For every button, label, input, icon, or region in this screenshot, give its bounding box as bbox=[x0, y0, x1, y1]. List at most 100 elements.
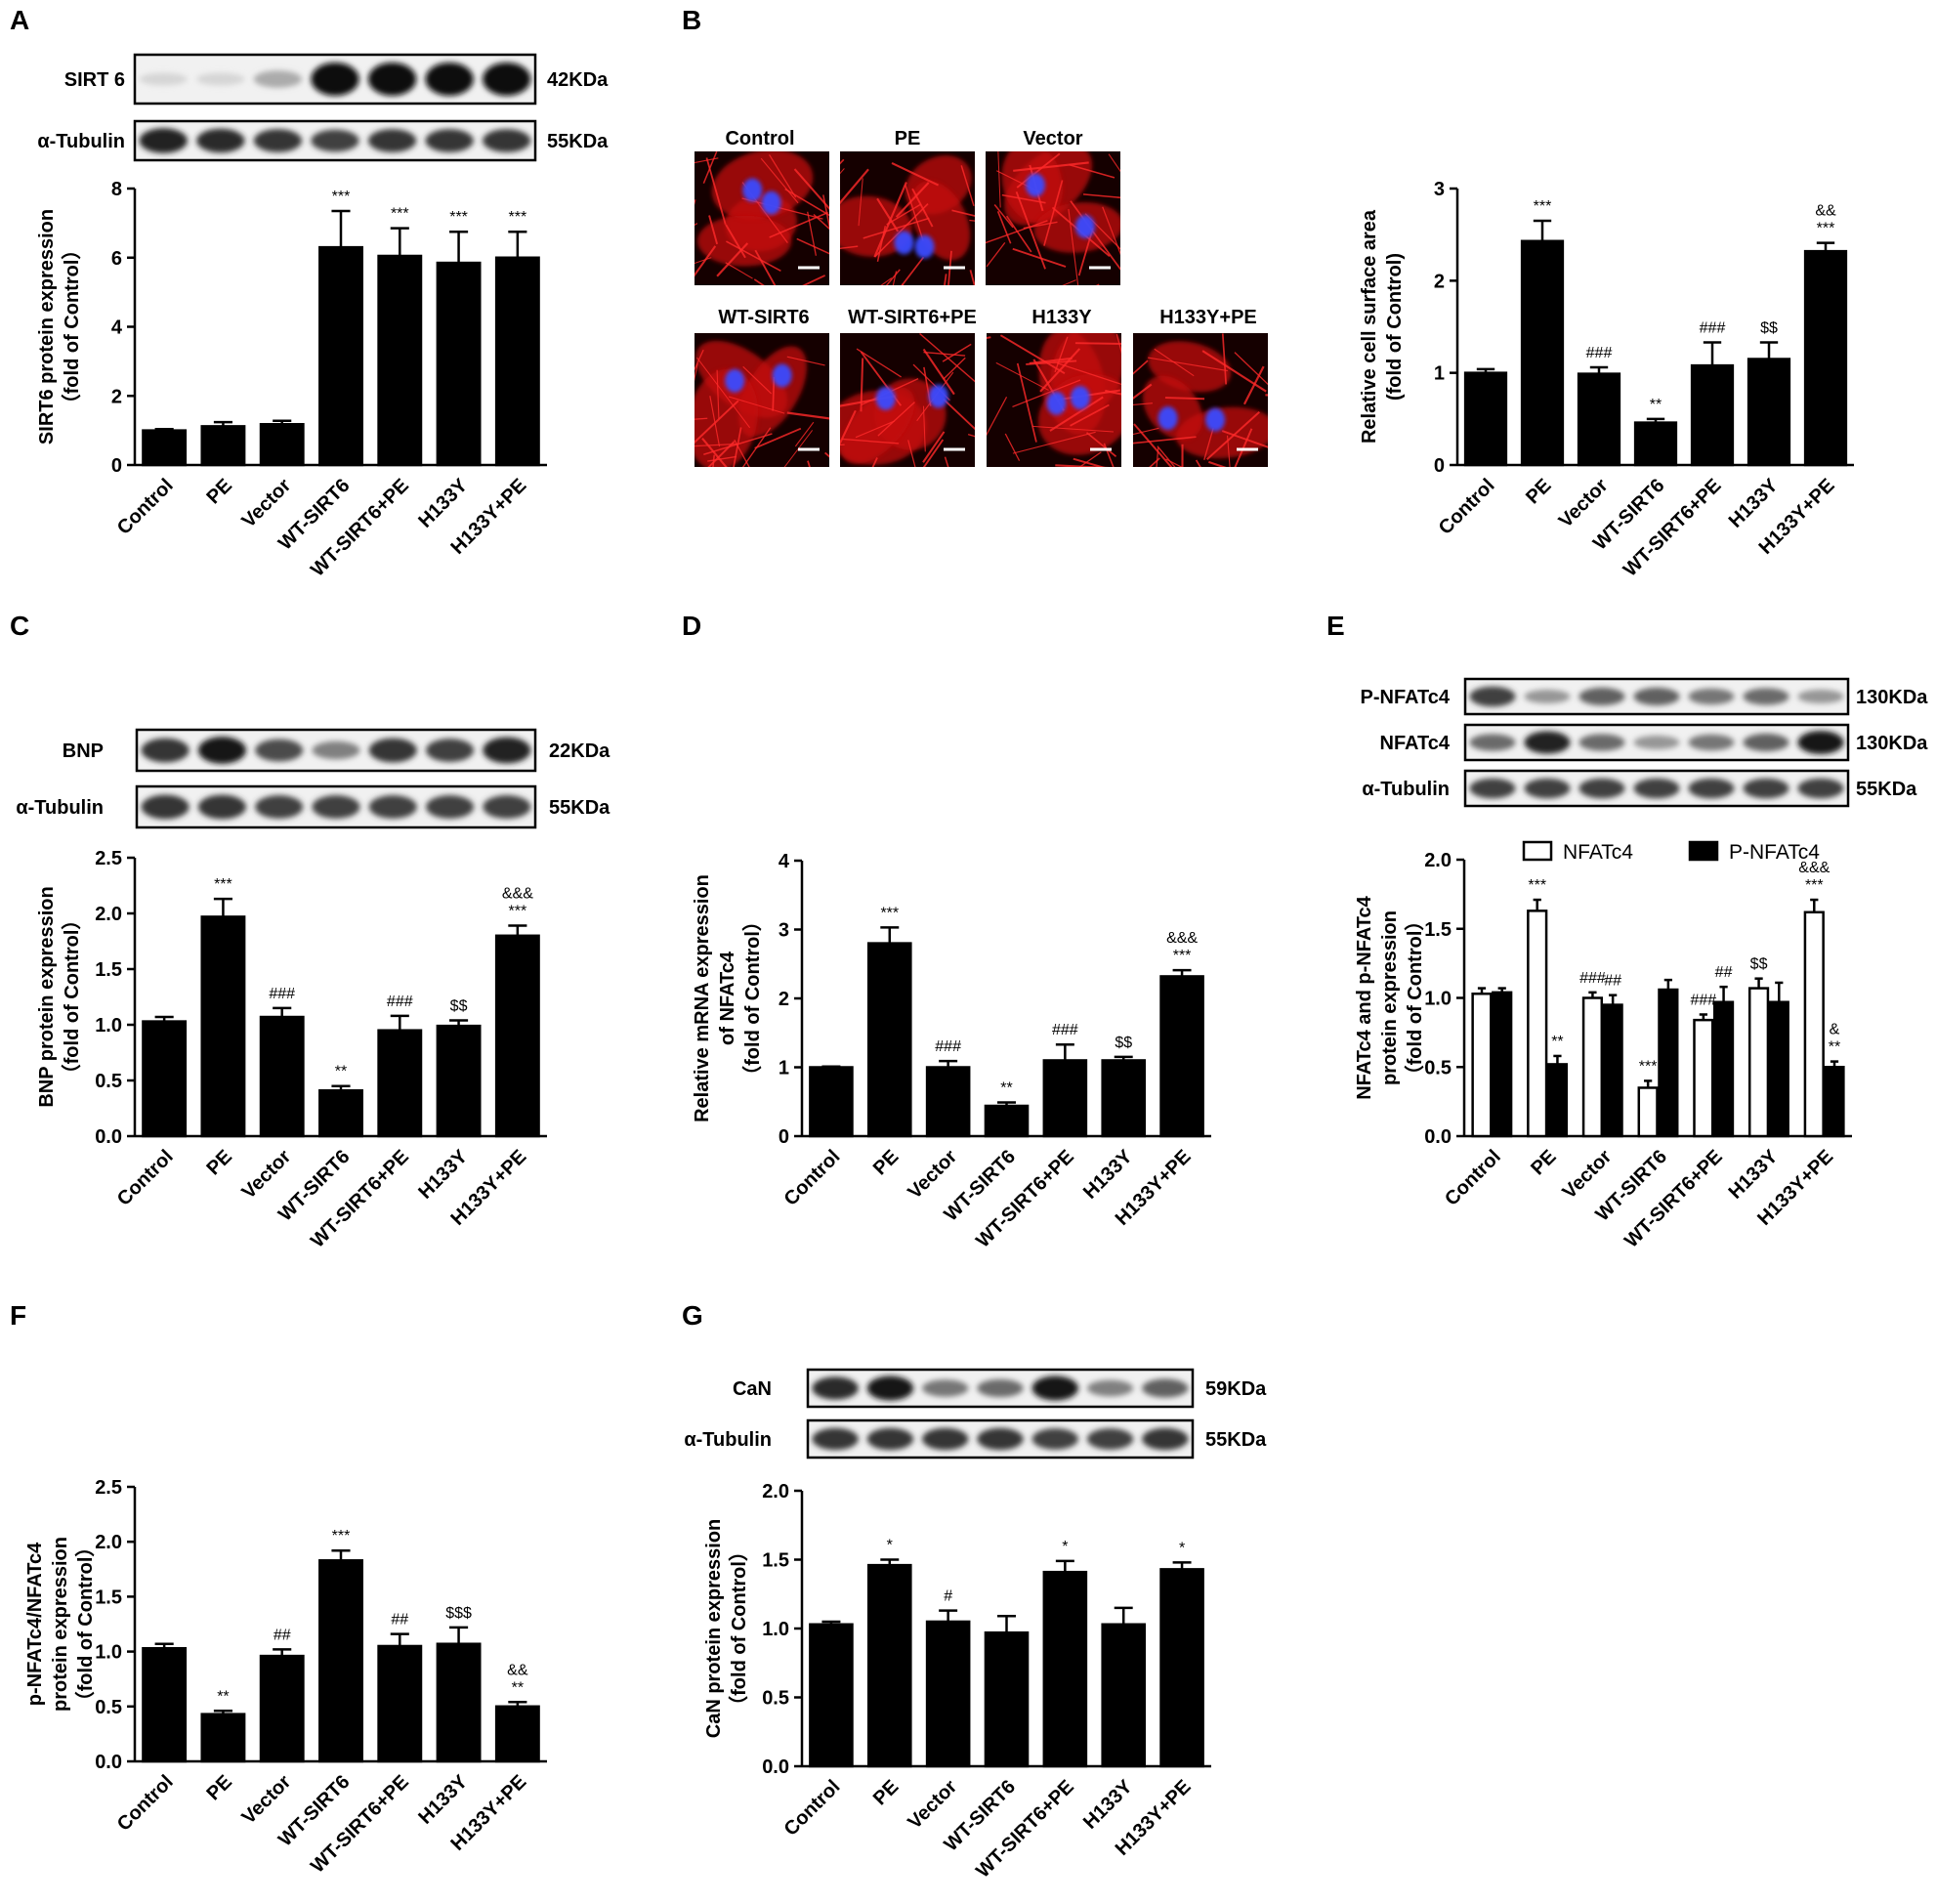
blot-band bbox=[141, 794, 189, 820]
significance-mark: $$ bbox=[1760, 320, 1778, 337]
blot-band bbox=[255, 739, 304, 762]
bar-h133y bbox=[1101, 1623, 1147, 1768]
micrograph-wt-sirt6-pe bbox=[840, 333, 975, 467]
blot-band bbox=[1469, 686, 1516, 707]
significance-mark: ** bbox=[512, 1679, 524, 1696]
significance-mark: *** bbox=[1805, 877, 1824, 894]
blot-label: α-Tubulin bbox=[1362, 779, 1450, 800]
significance-mark: *** bbox=[1817, 221, 1835, 237]
blot-band bbox=[197, 794, 246, 820]
significance-mark: *** bbox=[332, 189, 351, 205]
blot-size-label: 130KDa bbox=[1856, 733, 1928, 754]
blot-band bbox=[425, 129, 474, 152]
bar-h133y bbox=[436, 1642, 482, 1763]
significance-mark: * bbox=[1062, 1539, 1068, 1555]
significance-mark: $$$ bbox=[445, 1605, 472, 1622]
x-tick-label-vector: Vector bbox=[904, 1146, 961, 1204]
bar-control bbox=[1463, 371, 1508, 467]
significance-mark: *** bbox=[1528, 877, 1546, 894]
significance-mark: ## bbox=[274, 1627, 291, 1643]
x-tick-label-wt-sirt6-pe: WT-SIRT6+PE bbox=[1620, 475, 1726, 581]
y-tick-label: 8 bbox=[111, 179, 122, 200]
blot-c-tubulin: α-Tubulin 55KDa bbox=[16, 784, 610, 829]
chart-a: 0 2 4 6 8 SIRT6 protein expression （fold of Co… bbox=[36, 179, 547, 581]
significance-mark: $$ bbox=[450, 997, 468, 1014]
blot-e-nfatc4: NFATc4 130KDa bbox=[1380, 723, 1928, 762]
bar-h133y-pe bbox=[1159, 1568, 1204, 1768]
image-label-wt-sirt6-pe: WT-SIRT6+PE bbox=[848, 307, 977, 328]
micrograph-vector bbox=[986, 151, 1120, 285]
chart-g: 0.0 0.5 1.0 1.5 2.0 CaN protein expression （fo… bbox=[703, 1481, 1211, 1883]
y-tick-label: 1.0 bbox=[95, 1642, 122, 1664]
bar-wt-sirt6-pe-p-nfatc4 bbox=[1712, 1000, 1735, 1138]
y-axis-label: BNP protein expression bbox=[36, 886, 58, 1107]
bar-vector bbox=[259, 423, 305, 467]
blot-size-label: 22KDa bbox=[549, 740, 610, 762]
blot-band bbox=[1797, 689, 1844, 704]
bar-control-p-nfatc4 bbox=[1492, 991, 1513, 1138]
blot-band bbox=[253, 129, 303, 152]
x-tick-label-pe: PE bbox=[1527, 1146, 1560, 1179]
bar-pe bbox=[866, 942, 912, 1138]
bar-wt-sirt6-pe-nfatc4 bbox=[1693, 1018, 1714, 1138]
y-tick-label: 4 bbox=[111, 317, 123, 339]
significance-mark: ### bbox=[1586, 345, 1613, 361]
y-tick-label: 3 bbox=[1434, 179, 1445, 200]
x-tick-label-pe: PE bbox=[1522, 475, 1555, 508]
x-tick-label-wt-sirt6-pe: WT-SIRT6+PE bbox=[1620, 1146, 1727, 1252]
significance-mark: * bbox=[887, 1538, 893, 1554]
y-tick-label: 4 bbox=[779, 851, 790, 872]
blot-band bbox=[812, 1376, 859, 1400]
image-label-pe: PE bbox=[895, 128, 921, 149]
bar-vector bbox=[259, 1015, 305, 1138]
blot-band bbox=[1469, 778, 1516, 799]
blot-band bbox=[368, 795, 417, 819]
x-tick-label-control: Control bbox=[780, 1146, 845, 1210]
y-tick-label: 2 bbox=[779, 989, 789, 1010]
image-label-vector: Vector bbox=[1023, 128, 1082, 149]
bar-wt-sirt6-pe bbox=[377, 1644, 423, 1763]
blot-band bbox=[1578, 687, 1625, 706]
blot-band bbox=[483, 63, 531, 96]
panel-letter-d: D bbox=[682, 611, 701, 641]
blot-band bbox=[139, 128, 188, 153]
chart-e: 0.0 0.5 1.0 1.5 2.0 NFATc4 and p-NFATc4 protei… bbox=[1354, 840, 1852, 1252]
blot-band bbox=[812, 1427, 859, 1451]
blot-label: SIRT 6 bbox=[64, 69, 125, 91]
blot-band bbox=[1743, 778, 1789, 799]
chart-legend: NFATc4 P-NFATc4 bbox=[1522, 840, 1820, 864]
blot-band bbox=[1086, 1379, 1134, 1397]
y-tick-label: 1.5 bbox=[762, 1550, 789, 1572]
bar-control bbox=[142, 1020, 188, 1138]
significance-mark: *** bbox=[214, 876, 232, 893]
bar-vector bbox=[1577, 372, 1621, 467]
bar-h133y bbox=[436, 1024, 482, 1138]
blot-band bbox=[1031, 1375, 1078, 1401]
x-tick-label-vector: Vector bbox=[237, 1146, 295, 1204]
significance-mark: *** bbox=[509, 904, 527, 920]
significance-mark: ** bbox=[1650, 397, 1662, 413]
blot-size-label: 55KDa bbox=[1205, 1429, 1267, 1451]
y-tick-label: 2 bbox=[111, 386, 122, 407]
x-tick-label-pe: PE bbox=[869, 1146, 903, 1179]
x-tick-label-h133y: H133Y bbox=[414, 475, 472, 532]
bar-h133y-pe-nfatc4 bbox=[1803, 910, 1825, 1138]
bar-pe-nfatc4 bbox=[1527, 910, 1548, 1138]
y-axis-label: Relative mRNA expression bbox=[692, 874, 713, 1122]
bar-pe bbox=[200, 425, 246, 467]
blot-band bbox=[255, 795, 304, 819]
significance-mark: $$ bbox=[1750, 956, 1768, 973]
bar-h133y-pe bbox=[494, 1705, 540, 1763]
x-tick-label-control: Control bbox=[1441, 1146, 1505, 1210]
blot-band bbox=[141, 738, 189, 763]
bar-control-nfatc4 bbox=[1471, 993, 1493, 1138]
blot-band bbox=[197, 737, 246, 764]
bar-h133y bbox=[1747, 358, 1791, 467]
y-tick-label: 0.5 bbox=[1424, 1057, 1452, 1079]
x-tick-label-pe: PE bbox=[203, 1771, 236, 1804]
significance-mark: &&& bbox=[502, 886, 533, 903]
y-tick-label: 0.5 bbox=[95, 1697, 122, 1718]
blot-band bbox=[1633, 735, 1680, 750]
